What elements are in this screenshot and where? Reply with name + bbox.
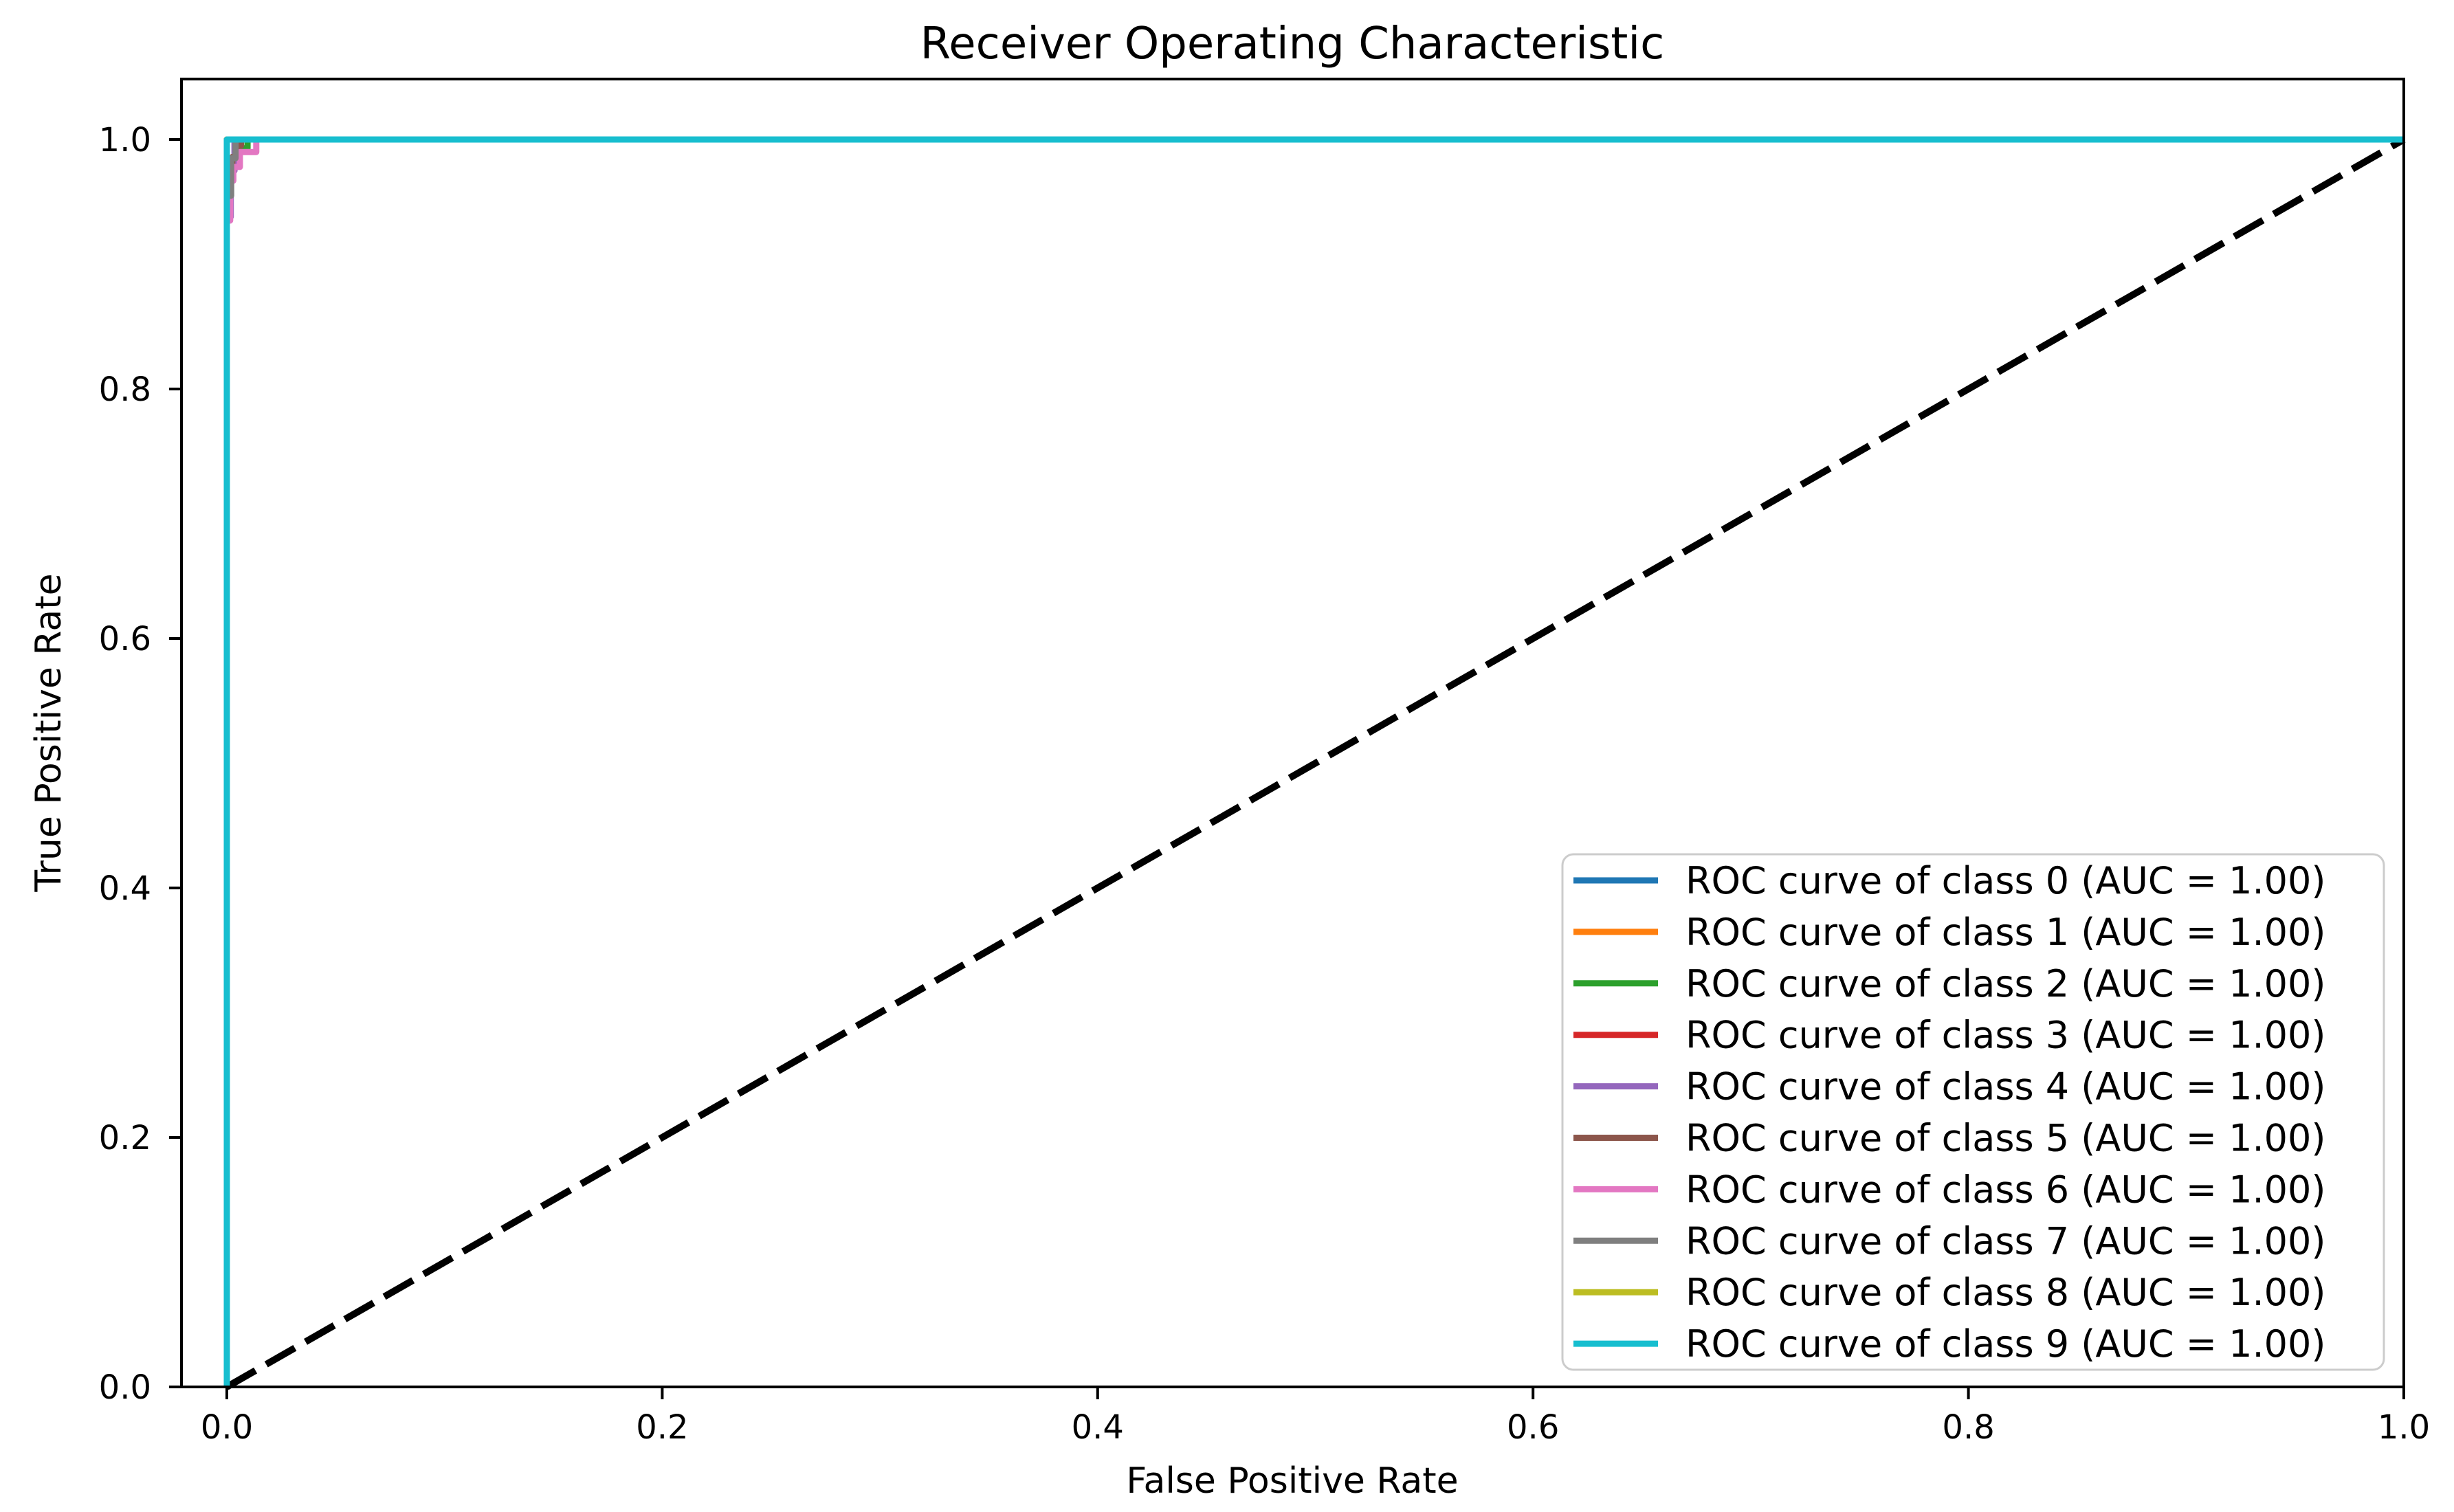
roc-curves-layer xyxy=(223,136,2404,1387)
legend-label-class-8: ROC curve of class 8 (AUC = 1.00) xyxy=(1685,1271,2325,1314)
y-tick-label-0.0: 0.0 xyxy=(99,1368,151,1407)
legend-label-class-1: ROC curve of class 1 (AUC = 1.00) xyxy=(1685,911,2325,954)
x-tick-label-1.0: 1.0 xyxy=(2378,1408,2430,1447)
legend-label-class-9: ROC curve of class 9 (AUC = 1.00) xyxy=(1685,1322,2325,1366)
legend-label-class-4: ROC curve of class 4 (AUC = 1.00) xyxy=(1685,1065,2325,1109)
legend-label-class-7: ROC curve of class 7 (AUC = 1.00) xyxy=(1685,1219,2325,1263)
y-tick-label-0.6: 0.6 xyxy=(99,620,151,658)
legend-label-class-5: ROC curve of class 5 (AUC = 1.00) xyxy=(1685,1117,2325,1160)
y-tick-label-1.0: 1.0 xyxy=(99,121,151,159)
x-tick-label-0.0: 0.0 xyxy=(201,1408,253,1447)
legend-frame xyxy=(1561,853,2385,1371)
x-tick-label-0.8: 0.8 xyxy=(1942,1408,1994,1447)
legend-label-class-3: ROC curve of class 3 (AUC = 1.00) xyxy=(1685,1014,2325,1057)
chance-diagonal xyxy=(225,136,2406,1390)
y-tick-label-0.2: 0.2 xyxy=(99,1119,151,1157)
legend-label-class-6: ROC curve of class 6 (AUC = 1.00) xyxy=(1685,1168,2325,1211)
reference-line-layer xyxy=(225,136,2406,1390)
x-tick-label-0.4: 0.4 xyxy=(1072,1408,1124,1447)
y-tick-label-0.8: 0.8 xyxy=(99,370,151,409)
x-tick-label-0.2: 0.2 xyxy=(636,1408,688,1447)
chart-title: Receiver Operating Characteristic xyxy=(920,19,1665,69)
legend: ROC curve of class 0 (AUC = 1.00) ROC cur… xyxy=(1561,853,2385,1371)
tick-labels-layer: 0.0 0.2 0.4 0.6 0.8 1.0 0.0 0.2 0.4 0.6 0.8 1.0 xyxy=(99,121,2431,1447)
y-axis-label: True Positive Rate xyxy=(28,573,69,892)
legend-label-class-0: ROC curve of class 0 (AUC = 1.00) xyxy=(1685,859,2325,902)
legend-label-class-2: ROC curve of class 2 (AUC = 1.00) xyxy=(1685,962,2325,1005)
y-tick-label-0.4: 0.4 xyxy=(99,869,151,908)
plot-border xyxy=(180,78,2405,1388)
x-tick-label-0.6: 0.6 xyxy=(1507,1408,1559,1447)
x-axis-label: False Positive Rate xyxy=(1126,1460,1458,1502)
ticks-layer xyxy=(169,138,2405,1399)
roc-curve-class-9 xyxy=(223,136,2404,1387)
